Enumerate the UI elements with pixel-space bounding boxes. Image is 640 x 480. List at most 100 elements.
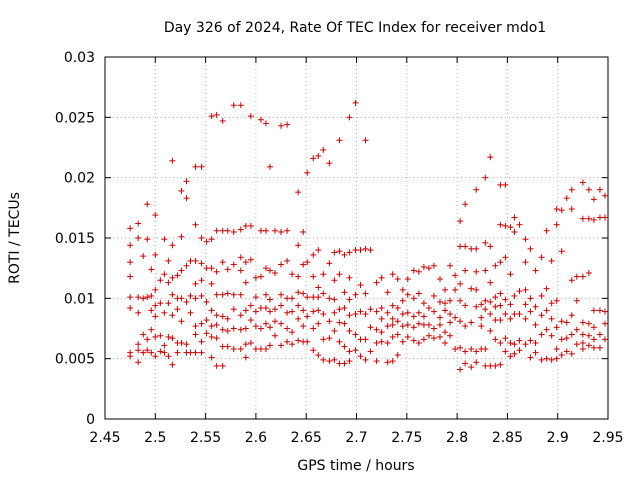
data-point (127, 259, 134, 266)
data-point (430, 335, 437, 342)
data-point (237, 226, 244, 233)
data-point (310, 155, 317, 162)
data-point (266, 308, 273, 315)
data-point (532, 267, 539, 274)
data-point (331, 309, 338, 316)
data-point (341, 251, 348, 258)
data-point (198, 349, 205, 356)
data-point (563, 348, 570, 355)
data-point (224, 315, 231, 322)
data-point (410, 337, 417, 344)
data-point (452, 314, 459, 321)
data-point (257, 325, 264, 332)
data-point (183, 178, 190, 185)
data-point (165, 300, 172, 307)
data-point (362, 245, 369, 252)
data-point (169, 274, 176, 281)
data-point (352, 331, 359, 338)
data-point (169, 157, 176, 164)
data-point (492, 336, 499, 343)
data-point (492, 317, 499, 324)
data-point (425, 332, 432, 339)
data-point (447, 297, 454, 304)
data-point (165, 279, 172, 286)
data-point (579, 346, 586, 353)
data-point (389, 271, 396, 278)
data-point (219, 291, 226, 298)
data-point (300, 261, 307, 268)
y-tick-label: 0.03 (64, 50, 95, 66)
data-point (315, 307, 322, 314)
data-point (203, 238, 210, 245)
data-point (352, 311, 359, 318)
data-point (320, 336, 327, 343)
data-point (315, 352, 322, 359)
data-point (522, 236, 529, 243)
data-point (482, 362, 489, 369)
data-point (492, 303, 499, 310)
data-point (507, 339, 514, 346)
data-point (187, 257, 194, 264)
data-point (553, 221, 560, 228)
data-point (478, 323, 485, 330)
data-point (127, 225, 134, 232)
data-point (326, 358, 333, 365)
data-point (140, 253, 147, 260)
data-point (320, 356, 327, 363)
data-point (420, 300, 427, 307)
data-point (415, 268, 422, 275)
data-point (596, 331, 603, 338)
data-point (152, 313, 159, 320)
y-tick-label: 0.015 (55, 231, 95, 247)
data-point (430, 325, 437, 332)
data-point (161, 349, 168, 356)
data-point (378, 329, 385, 336)
data-point (262, 120, 269, 127)
data-point (468, 346, 475, 353)
data-point (192, 323, 199, 330)
data-point (352, 347, 359, 354)
data-point (284, 257, 291, 264)
data-point (272, 332, 279, 339)
data-point (511, 292, 518, 299)
data-point (152, 302, 159, 309)
data-point (336, 319, 343, 326)
data-point (522, 341, 529, 348)
data-point (373, 326, 380, 333)
data-point (511, 350, 518, 357)
data-point (502, 222, 509, 229)
data-point (272, 269, 279, 276)
data-point (507, 301, 514, 308)
data-point (527, 295, 534, 302)
data-point (596, 214, 603, 221)
data-point (601, 192, 608, 199)
x-tick-label: 2.55 (190, 430, 221, 446)
data-point (346, 296, 353, 303)
data-point (573, 341, 580, 348)
data-point (208, 113, 215, 120)
data-point (152, 251, 159, 258)
data-point (462, 360, 469, 367)
data-point (538, 292, 545, 299)
data-point (527, 308, 534, 315)
data-point (516, 347, 523, 354)
data-point (148, 266, 155, 273)
data-point (198, 320, 205, 327)
data-point (237, 346, 244, 353)
data-point (198, 292, 205, 299)
data-point (430, 308, 437, 315)
data-point (192, 280, 199, 287)
data-point (278, 122, 285, 129)
data-point (497, 259, 504, 266)
data-point (585, 320, 592, 327)
data-point (585, 342, 592, 349)
data-point (436, 298, 443, 305)
x-tick-label: 2.85 (492, 430, 523, 446)
data-point (538, 331, 545, 338)
data-point (538, 356, 545, 363)
data-point (252, 294, 259, 301)
data-point (462, 243, 469, 250)
data-point (516, 337, 523, 344)
data-point (174, 272, 181, 279)
data-point (341, 289, 348, 296)
